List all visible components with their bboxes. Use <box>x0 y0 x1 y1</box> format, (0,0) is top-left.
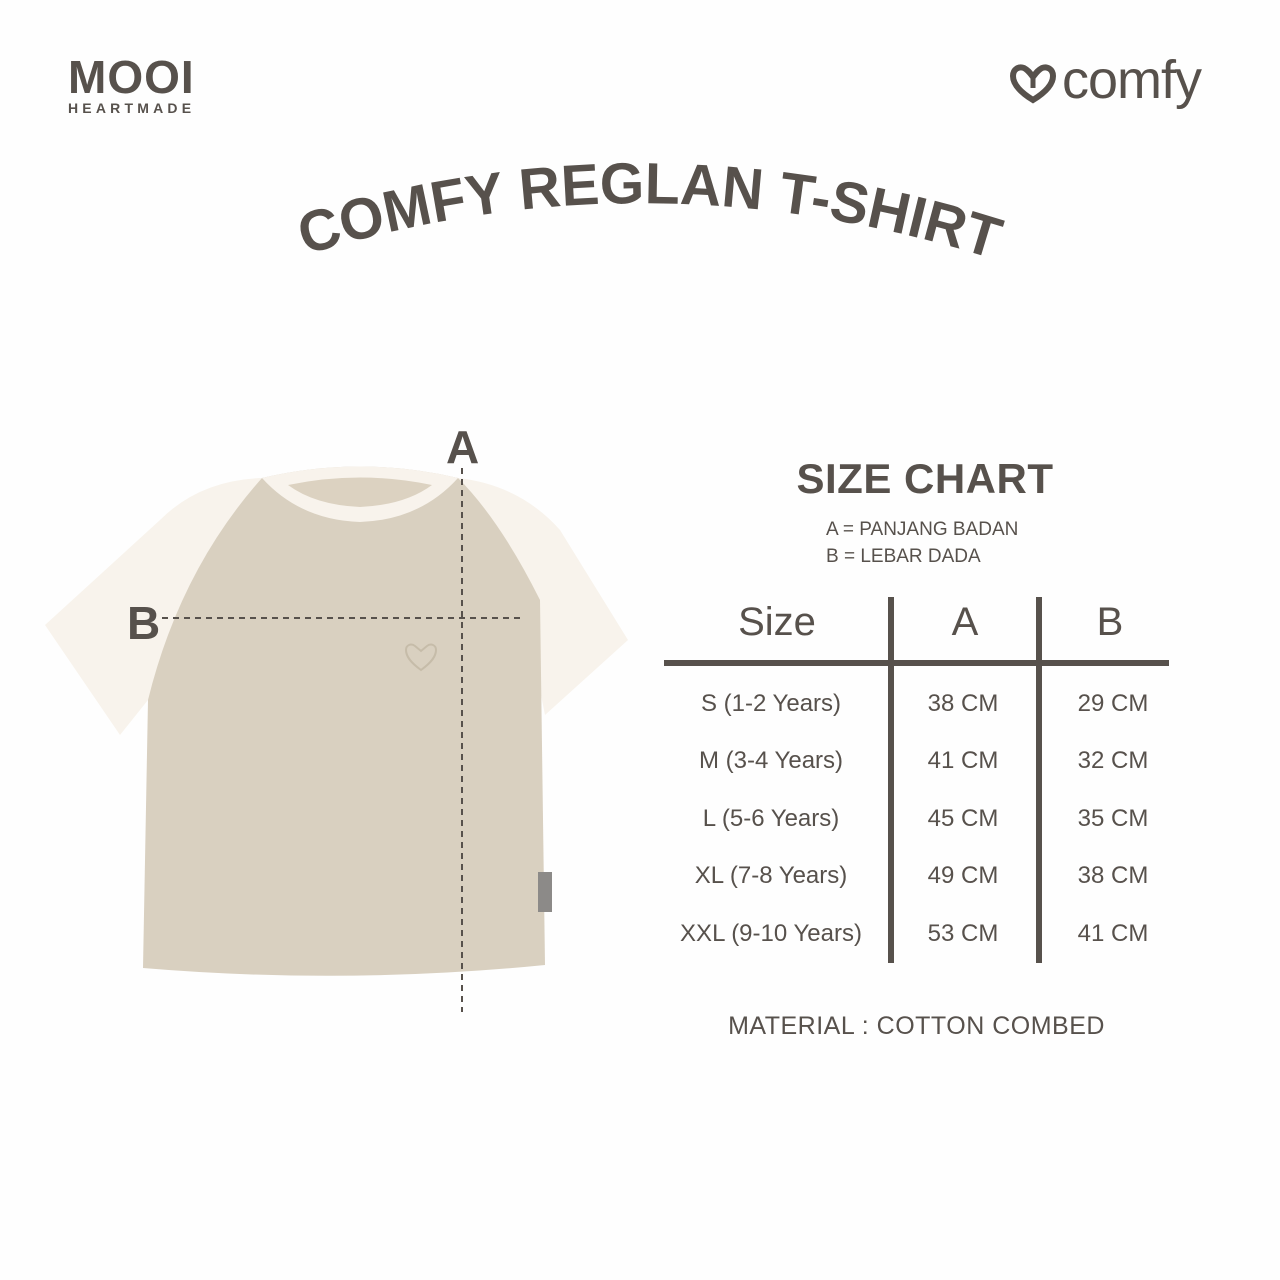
shirt-body <box>143 466 545 976</box>
column-header-b: B <box>1096 600 1124 644</box>
mooi-tagline: HEARTMADE <box>68 100 196 116</box>
b-cell: 41 CM <box>1077 920 1149 947</box>
legend-b: B = LEBAR DADA <box>826 546 981 567</box>
a-cell: 53 CM <box>927 920 999 947</box>
measure-a-label: A <box>446 421 480 473</box>
comfy-logo: comfy <box>1062 50 1202 110</box>
a-cell: 49 CM <box>927 862 999 889</box>
a-cell: 41 CM <box>927 747 999 774</box>
product-title-text: COMFY REGLAN T-SHIRT <box>290 151 1008 272</box>
table-header-rule <box>664 660 1169 666</box>
label-tag <box>538 872 552 912</box>
size-cell: XXL (9-10 Years) <box>680 920 862 947</box>
mooi-logo: MOOI <box>68 51 195 103</box>
heart-logo-icon <box>1010 64 1056 104</box>
size-chart-title: SIZE CHART <box>796 455 1054 502</box>
left-sleeve <box>45 478 262 735</box>
a-cell: 38 CM <box>927 690 999 717</box>
size-cell: XL (7-8 Years) <box>694 862 848 889</box>
column-header-size: Size <box>738 600 816 644</box>
material-text: MATERIAL : COTTON COMBED <box>728 1012 1105 1040</box>
size-cell: M (3-4 Years) <box>698 747 844 774</box>
heart-emblem-icon <box>404 643 438 672</box>
svg-text:COMFY REGLAN T-SHIRT: COMFY REGLAN T-SHIRT <box>290 151 1008 272</box>
tshirt-diagram <box>45 466 628 1012</box>
measure-b-label: B <box>127 597 161 649</box>
b-cell: 32 CM <box>1077 747 1149 774</box>
b-cell: 29 CM <box>1077 690 1149 717</box>
table-divider <box>1036 597 1042 963</box>
column-header-a: A <box>951 600 979 644</box>
size-cell: L (5-6 Years) <box>702 805 840 832</box>
b-cell: 38 CM <box>1077 862 1149 889</box>
b-cell: 35 CM <box>1077 805 1149 832</box>
a-cell: 45 CM <box>927 805 999 832</box>
table-divider <box>888 597 894 963</box>
product-title: COMFY REGLAN T-SHIRT <box>290 151 1008 272</box>
legend-a: A = PANJANG BADAN <box>826 519 1019 540</box>
size-cell: S (1-2 Years) <box>700 690 842 717</box>
